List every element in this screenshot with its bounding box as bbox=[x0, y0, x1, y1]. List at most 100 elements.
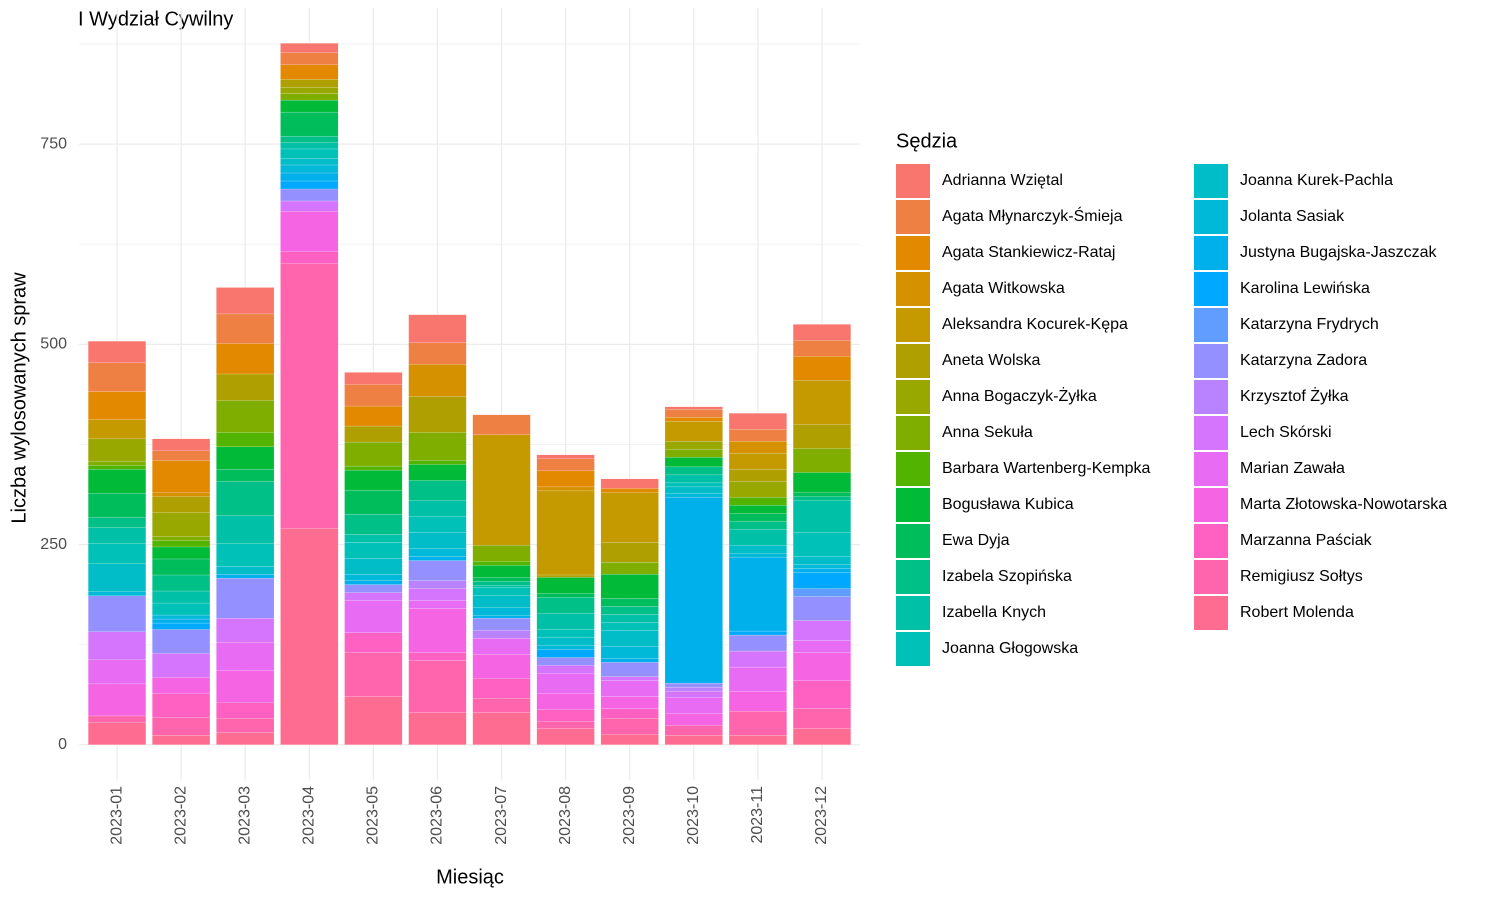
x-tick-label: 2023-02 bbox=[172, 786, 189, 845]
bar-segment bbox=[664, 417, 723, 422]
bar-segment bbox=[536, 728, 595, 745]
bar-segment bbox=[664, 482, 723, 488]
bar-segment bbox=[664, 406, 723, 410]
bar-segment bbox=[472, 565, 531, 578]
bar-segment bbox=[152, 574, 211, 592]
bar-segment bbox=[216, 446, 275, 470]
legend-key bbox=[1194, 344, 1228, 378]
bar-segment bbox=[216, 574, 275, 579]
legend-key bbox=[896, 560, 930, 594]
bar-segment bbox=[344, 696, 403, 745]
x-tick-label: 2023-10 bbox=[685, 786, 702, 845]
bar-segment bbox=[88, 391, 147, 420]
bar-segment bbox=[152, 717, 211, 736]
bar-segment bbox=[664, 486, 723, 494]
bar-segment bbox=[792, 680, 851, 709]
x-tick-label: 2023-11 bbox=[749, 786, 766, 844]
bar-segment bbox=[792, 568, 851, 573]
bar-segment bbox=[600, 658, 659, 663]
legend-label: Marta Złotowska-Nowotarska bbox=[1240, 496, 1447, 513]
legend-label: Justyna Bugajska-Jaszczak bbox=[1240, 244, 1438, 261]
bar-segment bbox=[792, 380, 851, 425]
legend-key bbox=[896, 236, 930, 270]
bar-segment bbox=[216, 618, 275, 643]
bar-segment bbox=[216, 400, 275, 433]
legend-key bbox=[1194, 236, 1228, 270]
bar-segment bbox=[728, 557, 787, 632]
bar-segment bbox=[152, 693, 211, 718]
bar-segment bbox=[152, 536, 211, 541]
legend-key bbox=[896, 164, 930, 198]
bar-segment bbox=[408, 556, 467, 561]
bar-segment bbox=[88, 493, 147, 518]
bar-segment bbox=[408, 516, 467, 533]
legend-label: Bogusława Kubica bbox=[942, 496, 1074, 513]
legend-key bbox=[896, 200, 930, 234]
bar-segment bbox=[408, 532, 467, 549]
bar-segment bbox=[408, 560, 467, 581]
bar-segment bbox=[344, 592, 403, 601]
y-tick-label: 0 bbox=[58, 736, 67, 753]
y-tick-label: 250 bbox=[40, 536, 67, 553]
bar-segment bbox=[152, 450, 211, 461]
bar-segment bbox=[728, 413, 787, 430]
bar-segment bbox=[408, 314, 467, 343]
bar-segment bbox=[792, 564, 851, 569]
bar-segment bbox=[600, 630, 659, 647]
x-tick-label: 2023-04 bbox=[301, 786, 318, 845]
bar-segment bbox=[728, 630, 787, 636]
bar-segment bbox=[664, 493, 723, 498]
bar-segment bbox=[472, 545, 531, 562]
bar-segment bbox=[664, 735, 723, 745]
bar-segment bbox=[600, 478, 659, 489]
bar-segment bbox=[280, 64, 339, 80]
legend-label: Katarzyna Frydrych bbox=[1240, 316, 1379, 333]
bar-segment bbox=[728, 650, 787, 668]
bar-segment bbox=[600, 680, 659, 697]
bar-segment bbox=[728, 735, 787, 745]
bar-segment bbox=[600, 606, 659, 615]
bar-segment bbox=[792, 588, 851, 597]
bar-segment bbox=[408, 712, 467, 745]
x-tick-label: 2023-01 bbox=[108, 786, 125, 845]
bar-segment bbox=[600, 574, 659, 599]
bar-segment bbox=[280, 43, 339, 53]
bar-segment bbox=[88, 469, 147, 494]
bar-segment bbox=[88, 461, 147, 466]
bar-segment bbox=[216, 313, 275, 344]
legend-label: Joanna Kurek-Pachla bbox=[1240, 172, 1393, 189]
bar-segment bbox=[536, 665, 595, 674]
bar-segment bbox=[344, 580, 403, 585]
bar-segment bbox=[152, 618, 211, 624]
bar-segment bbox=[216, 432, 275, 448]
legend-key bbox=[1194, 308, 1228, 342]
bar-segment bbox=[280, 188, 339, 202]
bar-segment bbox=[792, 424, 851, 449]
bar-segment bbox=[728, 453, 787, 470]
bar-segment bbox=[344, 425, 403, 443]
bar-segment bbox=[792, 496, 851, 501]
bar-segment bbox=[792, 556, 851, 565]
legend-label: Aneta Wolska bbox=[942, 352, 1041, 369]
bar-segment bbox=[600, 676, 659, 681]
bar-segment bbox=[408, 396, 467, 433]
legend-key bbox=[896, 452, 930, 486]
bar-segment bbox=[408, 432, 467, 461]
bar-segment bbox=[536, 574, 595, 578]
bar-segment bbox=[792, 596, 851, 621]
bar-segment bbox=[728, 469, 787, 482]
legend-label: Karolina Lewińska bbox=[1240, 280, 1370, 297]
bar-segment bbox=[152, 653, 211, 678]
bar-segment bbox=[344, 542, 403, 559]
bar-segment bbox=[472, 587, 531, 596]
bar-segment bbox=[152, 629, 211, 654]
bar-segment bbox=[344, 533, 403, 543]
bar-segment bbox=[792, 728, 851, 745]
legend-label: Izabela Szopińska bbox=[942, 568, 1072, 585]
bar-segment bbox=[344, 372, 403, 385]
bar-segment bbox=[280, 142, 339, 150]
bar-segment bbox=[344, 469, 403, 491]
legend-label: Katarzyna Zadora bbox=[1240, 352, 1367, 369]
bar-segment bbox=[728, 481, 787, 498]
bar-segment bbox=[88, 527, 147, 544]
